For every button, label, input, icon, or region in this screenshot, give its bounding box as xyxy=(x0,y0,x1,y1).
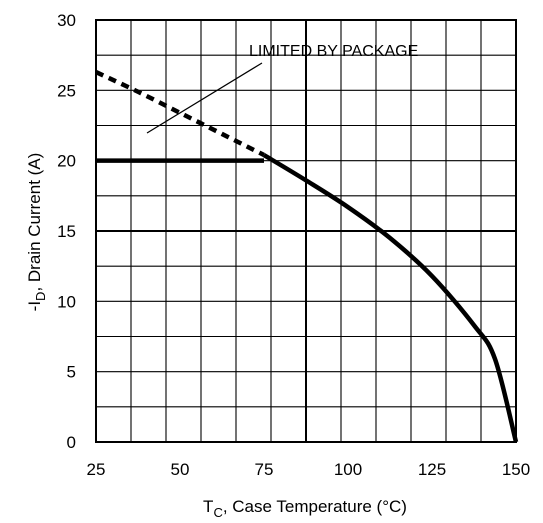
plot-frame xyxy=(95,19,517,443)
x-tick-label: 150 xyxy=(502,460,530,479)
y-tick-label: 30 xyxy=(57,11,76,30)
y-axis-title-sub: D xyxy=(33,292,48,301)
x-axis-title-text: , Case Temperature (°C) xyxy=(223,497,407,516)
annotation-leader-line xyxy=(146,62,263,134)
plot-border xyxy=(95,19,517,443)
series-line-dashed xyxy=(95,70,266,158)
y-tick-label: 25 xyxy=(57,81,76,100)
annotation-label: LIMITED BY PACKAGE xyxy=(249,43,418,60)
x-axis-title: TC, Case Temperature (°C) xyxy=(203,497,407,520)
y-tick-label: 15 xyxy=(57,222,76,241)
series-line-2 xyxy=(262,153,519,443)
y-tick-label: 20 xyxy=(57,152,76,171)
x-axis-title-symbol: T xyxy=(203,497,213,516)
x-tick-label: 125 xyxy=(418,460,446,479)
y-tick-label: 0 xyxy=(67,433,76,452)
y-tick-labels: 0 5 10 15 20 25 30 xyxy=(57,11,76,452)
y-axis-title-text: , Drain Current (A) xyxy=(25,153,44,292)
x-tick-labels: 25 50 75 100 125 150 xyxy=(87,460,531,479)
x-tick-label: 25 xyxy=(87,460,106,479)
x-tick-label: 75 xyxy=(255,460,274,479)
annotation: LIMITED BY PACKAGE xyxy=(146,43,418,134)
series-group xyxy=(95,70,519,443)
y-axis-title-prefix: -I xyxy=(25,301,44,311)
y-axis-title: -ID, Drain Current (A) xyxy=(25,153,48,312)
x-tick-label: 50 xyxy=(171,460,190,479)
y-tick-label: 10 xyxy=(57,292,76,311)
x-axis-title-sub: C xyxy=(213,505,222,520)
y-tick-label: 5 xyxy=(67,363,76,382)
grid xyxy=(96,20,516,442)
x-tick-label: 100 xyxy=(334,460,362,479)
